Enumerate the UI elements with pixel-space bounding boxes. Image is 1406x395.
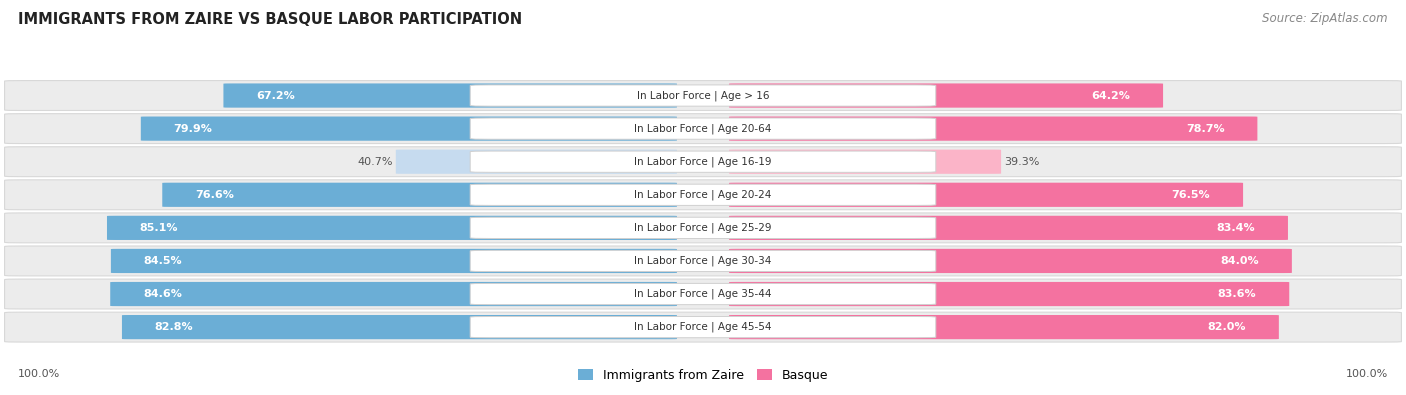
- FancyBboxPatch shape: [107, 216, 676, 240]
- Text: 82.8%: 82.8%: [155, 322, 194, 332]
- Text: In Labor Force | Age 45-54: In Labor Force | Age 45-54: [634, 322, 772, 332]
- FancyBboxPatch shape: [111, 249, 676, 273]
- Text: In Labor Force | Age 16-19: In Labor Force | Age 16-19: [634, 156, 772, 167]
- FancyBboxPatch shape: [730, 216, 1288, 240]
- FancyBboxPatch shape: [470, 184, 936, 205]
- FancyBboxPatch shape: [4, 147, 1402, 177]
- Text: 78.7%: 78.7%: [1185, 124, 1225, 134]
- FancyBboxPatch shape: [470, 85, 936, 106]
- Text: 79.9%: 79.9%: [174, 124, 212, 134]
- FancyBboxPatch shape: [4, 279, 1402, 309]
- FancyBboxPatch shape: [470, 283, 936, 305]
- Text: 84.6%: 84.6%: [143, 289, 181, 299]
- Text: 85.1%: 85.1%: [139, 223, 179, 233]
- Text: 83.4%: 83.4%: [1216, 223, 1256, 233]
- FancyBboxPatch shape: [730, 282, 1289, 306]
- FancyBboxPatch shape: [4, 81, 1402, 111]
- Text: In Labor Force | Age 25-29: In Labor Force | Age 25-29: [634, 223, 772, 233]
- Text: In Labor Force | Age 20-64: In Labor Force | Age 20-64: [634, 123, 772, 134]
- FancyBboxPatch shape: [470, 217, 936, 239]
- FancyBboxPatch shape: [730, 83, 1163, 108]
- Text: Source: ZipAtlas.com: Source: ZipAtlas.com: [1263, 12, 1388, 25]
- Text: In Labor Force | Age 20-24: In Labor Force | Age 20-24: [634, 190, 772, 200]
- Text: 76.6%: 76.6%: [195, 190, 233, 200]
- Text: 82.0%: 82.0%: [1208, 322, 1246, 332]
- Legend: Immigrants from Zaire, Basque: Immigrants from Zaire, Basque: [574, 364, 832, 387]
- Text: 39.3%: 39.3%: [1004, 157, 1039, 167]
- Text: 83.6%: 83.6%: [1218, 289, 1257, 299]
- FancyBboxPatch shape: [730, 117, 1257, 141]
- FancyBboxPatch shape: [396, 150, 676, 174]
- FancyBboxPatch shape: [470, 250, 936, 272]
- Text: 100.0%: 100.0%: [18, 369, 60, 379]
- FancyBboxPatch shape: [4, 114, 1402, 143]
- FancyBboxPatch shape: [730, 182, 1243, 207]
- Text: In Labor Force | Age 35-44: In Labor Force | Age 35-44: [634, 289, 772, 299]
- Text: IMMIGRANTS FROM ZAIRE VS BASQUE LABOR PARTICIPATION: IMMIGRANTS FROM ZAIRE VS BASQUE LABOR PA…: [18, 12, 523, 27]
- Text: 76.5%: 76.5%: [1171, 190, 1211, 200]
- FancyBboxPatch shape: [470, 151, 936, 172]
- FancyBboxPatch shape: [224, 83, 676, 108]
- FancyBboxPatch shape: [4, 180, 1402, 210]
- FancyBboxPatch shape: [470, 316, 936, 338]
- FancyBboxPatch shape: [122, 315, 676, 339]
- FancyBboxPatch shape: [4, 246, 1402, 276]
- Text: 84.5%: 84.5%: [143, 256, 183, 266]
- FancyBboxPatch shape: [162, 182, 676, 207]
- Text: 84.0%: 84.0%: [1220, 256, 1258, 266]
- FancyBboxPatch shape: [730, 249, 1292, 273]
- FancyBboxPatch shape: [470, 118, 936, 139]
- FancyBboxPatch shape: [730, 315, 1279, 339]
- FancyBboxPatch shape: [730, 150, 1001, 174]
- FancyBboxPatch shape: [141, 117, 676, 141]
- Text: 100.0%: 100.0%: [1346, 369, 1388, 379]
- FancyBboxPatch shape: [110, 282, 676, 306]
- Text: 64.2%: 64.2%: [1091, 90, 1130, 101]
- Text: In Labor Force | Age 30-34: In Labor Force | Age 30-34: [634, 256, 772, 266]
- Text: In Labor Force | Age > 16: In Labor Force | Age > 16: [637, 90, 769, 101]
- Text: 40.7%: 40.7%: [357, 157, 394, 167]
- Text: 67.2%: 67.2%: [256, 90, 295, 101]
- FancyBboxPatch shape: [4, 312, 1402, 342]
- FancyBboxPatch shape: [4, 213, 1402, 243]
